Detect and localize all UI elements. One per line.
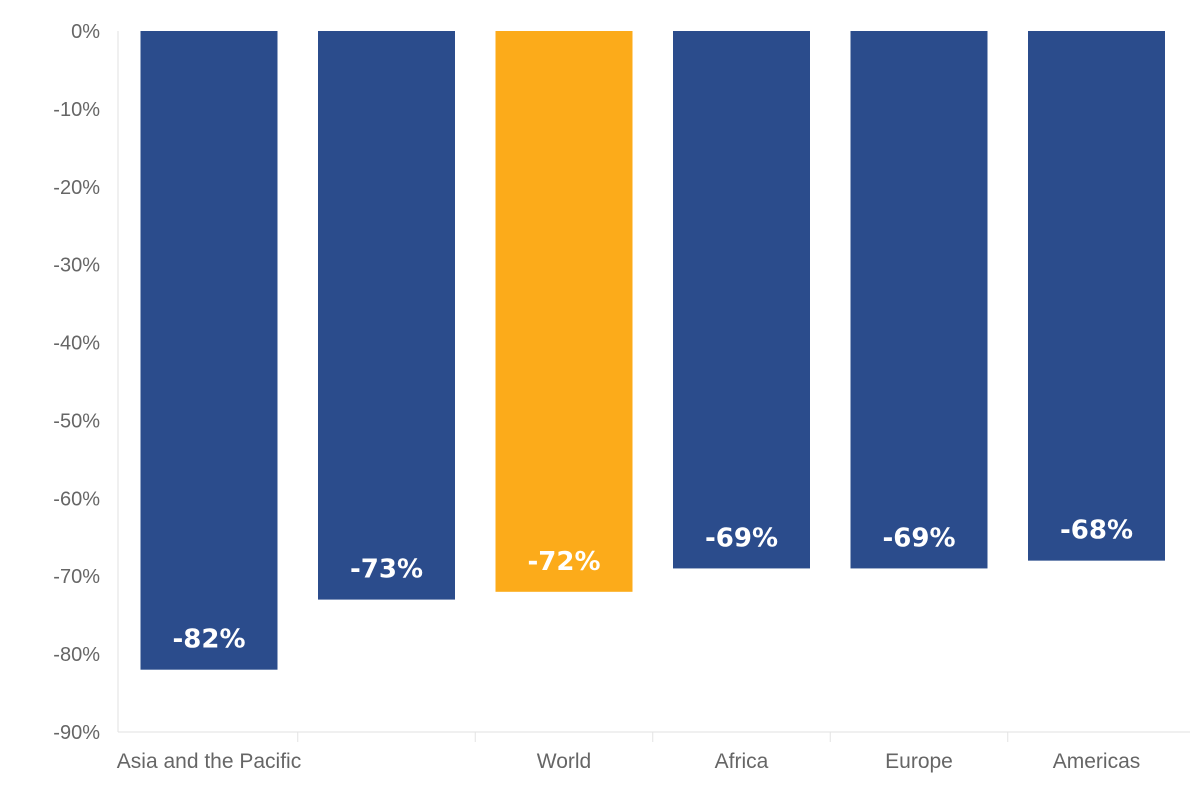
labels-layer: -82% Asia and the Pacific -73% -72% World -69…	[117, 516, 1140, 773]
y-tick-label: -90%	[53, 722, 100, 744]
bar	[495, 31, 633, 592]
x-category-label: Asia and the Pacific	[117, 750, 301, 773]
bar	[673, 31, 810, 569]
y-tick-label: -40%	[53, 333, 100, 355]
bar-data-label: -82%	[172, 625, 245, 655]
x-category-label: Europe	[885, 750, 953, 773]
y-tick-label: -10%	[53, 99, 100, 121]
y-tick-label: -20%	[53, 177, 100, 199]
bar-data-label: -73%	[350, 555, 423, 585]
bar-data-label: -68%	[1060, 516, 1133, 546]
y-tick-label: 0%	[71, 21, 100, 43]
x-category-label: World	[537, 750, 591, 773]
bar-data-label: -72%	[527, 547, 600, 577]
bar	[140, 31, 278, 670]
y-tick-label: -60%	[53, 488, 100, 510]
y-tick-label: -80%	[53, 644, 100, 666]
x-category-label: Americas	[1053, 750, 1141, 773]
bar	[1028, 31, 1165, 561]
y-tick-label: -30%	[53, 255, 100, 277]
bar	[318, 31, 455, 600]
bar	[850, 31, 988, 569]
x-category-label: Africa	[715, 750, 769, 773]
bars-layer	[140, 31, 1165, 670]
bar-data-label: -69%	[882, 523, 955, 553]
bar-data-label: -69%	[705, 523, 778, 553]
axis-layer: 0% -10% -20% -30% -40% -50% -60% -70% -80% -90%	[53, 21, 1190, 744]
y-tick-label: -50%	[53, 410, 100, 432]
y-tick-label: -70%	[53, 566, 100, 588]
